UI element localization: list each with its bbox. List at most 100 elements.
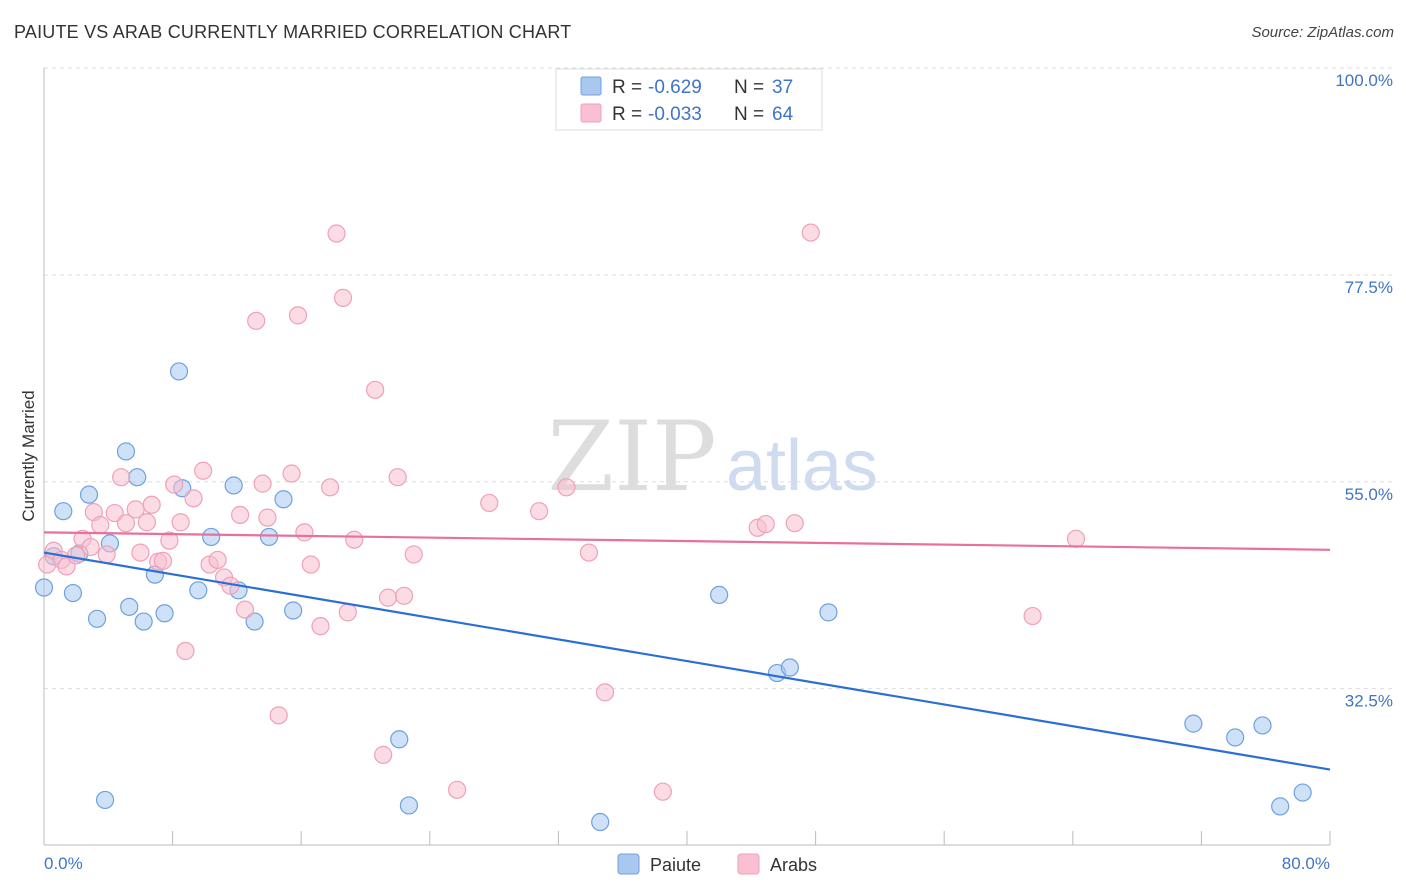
legend-r-label-paiute: R = [612, 77, 642, 98]
trend-lines [43, 531, 1331, 771]
arab-point [81, 537, 100, 557]
source-label: Source: ZipAtlas.com [1251, 24, 1394, 41]
arab-point [321, 478, 340, 497]
arab-point [137, 513, 156, 532]
arab-point [288, 306, 308, 325]
paiute-point [390, 730, 409, 749]
arab-point [116, 514, 136, 533]
paiute-point [1253, 716, 1272, 735]
arab-point [142, 495, 161, 514]
paiute-point [245, 612, 264, 631]
arab-point [785, 514, 804, 533]
arab-point [112, 468, 131, 487]
series-legend-swatch-paiute [617, 853, 640, 875]
legend-swatch-paiute [580, 76, 602, 96]
arab-point [404, 545, 423, 564]
series-legend: Paiute Arabs [617, 853, 817, 875]
arab-point [184, 489, 203, 508]
paiute-point [63, 583, 83, 603]
arab-point [333, 288, 353, 307]
paiute-point [1184, 714, 1203, 733]
arab-point [366, 380, 385, 399]
chart-title: PAIUTE VS ARAB CURRENTLY MARRIED CORRELA… [14, 22, 572, 42]
x-axis-ticks [172, 831, 1331, 845]
legend-r-value-paiute: -0.629 [648, 77, 702, 98]
arab-point [530, 502, 549, 521]
arab-point [579, 543, 599, 562]
paiute-point [155, 604, 174, 623]
series-legend-label-arabs: Arabs [770, 855, 817, 875]
legend-n-value-arabs: 64 [772, 104, 794, 125]
arab-point [258, 508, 277, 527]
paiute-point [284, 601, 303, 620]
arab-point [378, 588, 398, 607]
watermark-atlas: atlas [726, 426, 878, 506]
paiute-point [819, 603, 838, 622]
arab-point [301, 555, 320, 574]
arab-point [253, 474, 272, 493]
arab-point [105, 503, 124, 523]
series-legend-label-paiute: Paiute [650, 855, 701, 875]
arab-point [448, 780, 467, 799]
legend-n-label-arabs: N = [734, 104, 764, 125]
paiute-point [189, 581, 208, 600]
arab-point [1023, 606, 1042, 626]
paiute-point [79, 485, 99, 504]
arab-point [165, 475, 184, 494]
arab-point [1066, 529, 1086, 548]
y-axis-label: Currently Married [19, 390, 38, 521]
arab-point [235, 600, 255, 619]
arab-point [231, 505, 250, 524]
x-tick-max: 80.0% [1282, 854, 1330, 873]
paiute-point [34, 578, 54, 597]
arab-point [374, 745, 393, 764]
arab-point [91, 515, 110, 535]
arab-point [208, 550, 227, 570]
paiute-point [1293, 783, 1312, 802]
paiute-point [710, 585, 729, 604]
paiute-point [95, 790, 115, 810]
paiute-point [87, 609, 107, 628]
paiute-point [134, 612, 153, 631]
stats-legend: R = -0.629 N = 37 R = -0.033 N = 64 [555, 68, 823, 131]
arab-point [153, 551, 173, 570]
watermark-zip: ZIP [547, 401, 716, 513]
paiute-point [202, 527, 221, 547]
paiute-point [1271, 797, 1290, 816]
arab-point [176, 641, 195, 661]
arab-point [295, 523, 314, 542]
x-tick-min: 0.0% [44, 854, 83, 873]
arab-trend-line [43, 531, 1331, 551]
paiute-point [169, 362, 189, 381]
arab-point [282, 464, 301, 483]
paiute-point [591, 812, 610, 832]
y-tick-labels: 32.5% 55.0% 77.5% 100.0% [1335, 71, 1393, 711]
paiute-point [120, 597, 139, 616]
legend-n-value-paiute: 37 [772, 77, 793, 98]
arab-point [131, 543, 150, 562]
paiute-point [274, 490, 293, 509]
paiute-point [224, 476, 243, 495]
series-legend-swatch-arabs [737, 853, 760, 875]
y-tick-label: 100.0% [1335, 71, 1393, 90]
paiute-point [54, 502, 73, 521]
arab-point [311, 617, 330, 636]
arab-point [756, 514, 775, 534]
paiute-point [399, 796, 419, 815]
arab-point [595, 683, 615, 702]
arab-point [194, 461, 213, 480]
arab-point [557, 478, 576, 497]
arab-point [160, 531, 179, 550]
arab-point [171, 513, 190, 532]
data-points [34, 223, 1312, 832]
arab-point [97, 545, 116, 564]
y-tick-label: 32.5% [1345, 692, 1393, 711]
legend-r-label-arabs: R = [612, 104, 642, 125]
paiute-trend-line [43, 551, 1331, 771]
y-tick-label: 77.5% [1345, 278, 1393, 297]
legend-swatch-arabs [580, 103, 602, 123]
arab-point [269, 706, 288, 725]
legend-r-value-arabs: -0.033 [648, 104, 702, 125]
arab-point [345, 530, 364, 549]
